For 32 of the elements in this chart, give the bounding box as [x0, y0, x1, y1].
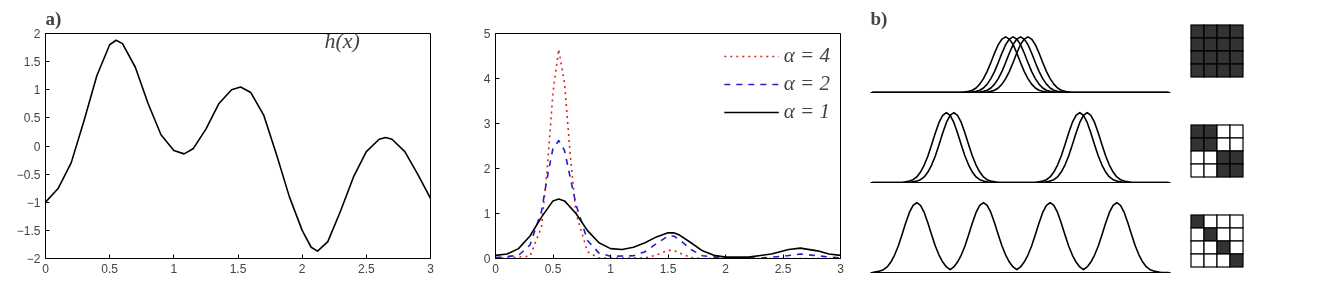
x-tick-label: 1	[170, 261, 178, 276]
x-tick-label: 1.5	[659, 261, 677, 276]
x-tick-label: 0.5	[544, 261, 562, 276]
legend-label: α = 4	[783, 43, 830, 68]
x-tick-label: 0.5	[101, 261, 119, 276]
y-tick-label: 4	[483, 72, 491, 86]
y-tick-label: 2	[483, 162, 491, 176]
x-tick-label: 2.5	[357, 261, 375, 276]
x-tick-label: 3	[837, 261, 845, 276]
y-tick-label: −1	[26, 195, 41, 210]
chart-title: a)	[45, 7, 62, 30]
y-tick-label: 2	[33, 27, 41, 41]
y-tick-label: 1	[33, 83, 41, 98]
y-tick-label: 0	[483, 252, 491, 266]
chart-title: b)	[870, 7, 888, 30]
y-tick-label: 0	[33, 139, 41, 154]
x-tick-label: 1	[607, 261, 615, 276]
x-tick-label: 2	[298, 261, 306, 276]
y-tick-label: 1	[483, 207, 491, 221]
legend-label: α = 2	[783, 71, 830, 96]
y-tick-label: −2	[26, 252, 41, 266]
y-tick-label: −0.5	[16, 167, 41, 182]
y-tick-label: −1.5	[16, 223, 41, 238]
legend-label: α = 1	[783, 99, 830, 124]
y-tick-label: 3	[483, 117, 491, 131]
x-tick-label: 3	[427, 261, 435, 276]
y-tick-label: 0.5	[23, 111, 41, 126]
x-tick-label: 1.5	[229, 261, 247, 276]
x-tick-label: 2.5	[774, 261, 792, 276]
y-tick-label: 5	[483, 27, 491, 41]
y-tick-label: 1.5	[23, 55, 41, 70]
x-tick-label: 2	[722, 261, 730, 276]
